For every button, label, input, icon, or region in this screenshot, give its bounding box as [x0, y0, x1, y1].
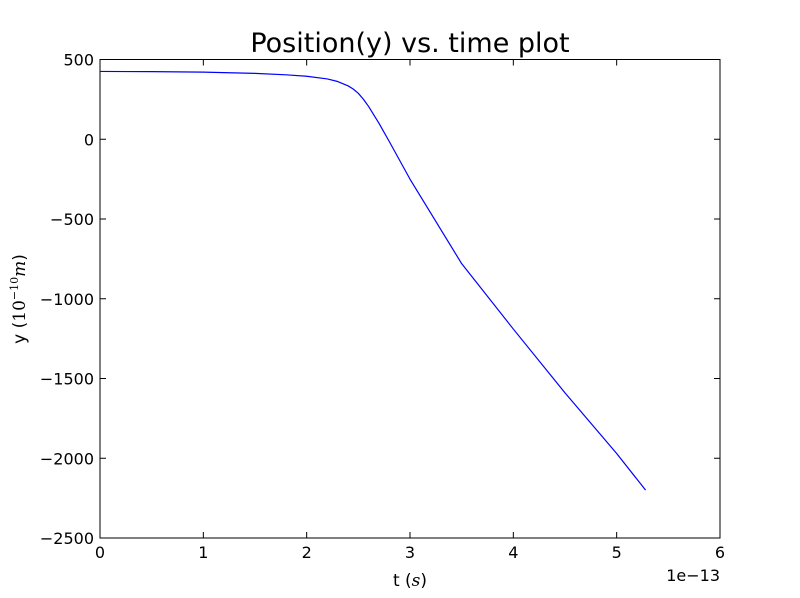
- x-tick-label: 0: [95, 543, 105, 562]
- series-line-0: [99, 70, 647, 491]
- x-axis: 0 1 2 3 4 5 6: [95, 59, 725, 562]
- x-tick-label: 5: [612, 543, 622, 562]
- y-tick-label: 0: [84, 130, 94, 149]
- x-tick-label: 3: [405, 543, 415, 562]
- x-tick-label: 1: [198, 543, 208, 562]
- y-tick-label: 500: [63, 51, 94, 70]
- y-tick-label: −2500: [40, 529, 94, 548]
- series-layer: [99, 70, 647, 491]
- x-offset-text: 1e−13: [666, 566, 720, 585]
- x-tick-label: 2: [302, 543, 312, 562]
- y-tick-label: −500: [50, 210, 94, 229]
- y-tick-label: −1500: [40, 370, 94, 389]
- x-tick-label: 4: [508, 543, 518, 562]
- y-tick-label: −2000: [40, 449, 94, 468]
- x-tick-label: 6: [715, 543, 725, 562]
- y-axis-label: y (10−10m): [8, 254, 30, 344]
- y-axis: 500 0 −500 −1000 −1500 −2000 −2500: [40, 51, 720, 548]
- chart-title: Position(y) vs. time plot: [250, 28, 569, 59]
- y-tick-label: −1000: [40, 290, 94, 309]
- x-axis-label: t (s): [393, 571, 427, 591]
